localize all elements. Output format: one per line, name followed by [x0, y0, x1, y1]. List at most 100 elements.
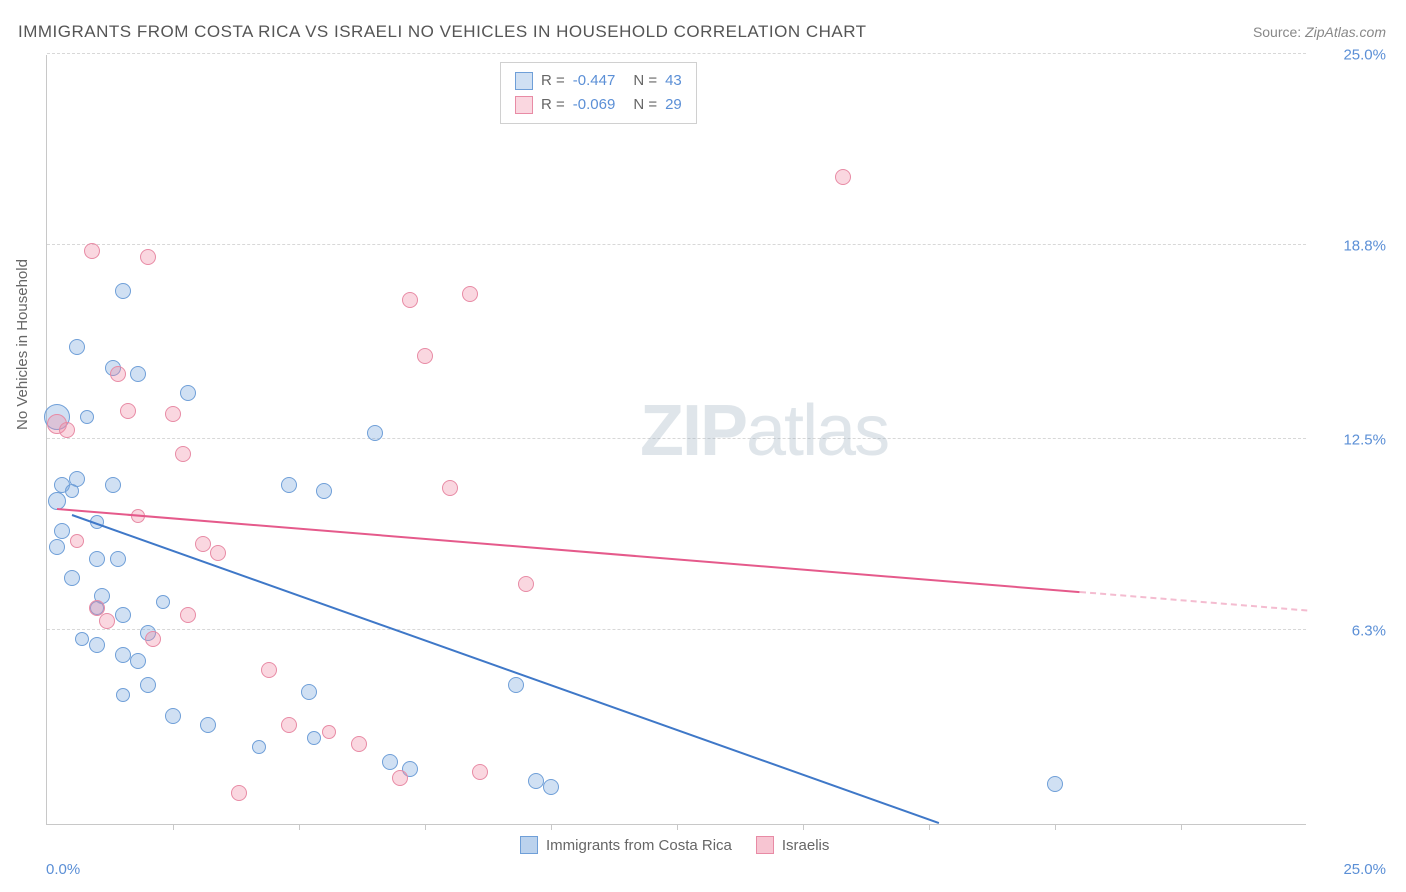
x-tick	[299, 824, 300, 830]
data-point	[316, 483, 332, 499]
data-point	[115, 607, 131, 623]
data-point	[120, 403, 136, 419]
data-point	[64, 570, 80, 586]
data-point	[382, 754, 398, 770]
data-point	[301, 684, 317, 700]
data-point	[1047, 776, 1063, 792]
data-point	[130, 366, 146, 382]
legend-n-value: 29	[665, 93, 682, 117]
data-point	[175, 446, 191, 462]
x-axis-max-label: 25.0%	[1343, 861, 1386, 878]
data-point	[528, 773, 544, 789]
data-point	[59, 422, 75, 438]
data-point	[75, 632, 89, 646]
data-point	[165, 406, 181, 422]
data-point	[140, 249, 156, 265]
x-tick	[677, 824, 678, 830]
data-point	[835, 169, 851, 185]
data-point	[231, 785, 247, 801]
watermark: ZIPatlas	[640, 390, 888, 472]
legend-swatch	[756, 836, 774, 854]
data-point	[69, 339, 85, 355]
data-point	[84, 243, 100, 259]
data-point	[110, 366, 126, 382]
data-point	[115, 647, 131, 663]
x-tick	[1055, 824, 1056, 830]
data-point	[252, 740, 266, 754]
data-point	[80, 410, 94, 424]
legend-r-label: R =	[541, 93, 565, 117]
series-legend: Immigrants from Costa Rica Israelis	[520, 836, 829, 854]
gridline	[47, 244, 1306, 245]
x-tick	[173, 824, 174, 830]
data-point	[145, 631, 161, 647]
data-point	[180, 385, 196, 401]
data-point	[49, 539, 65, 555]
x-tick	[929, 824, 930, 830]
data-point	[518, 576, 534, 592]
data-point	[442, 480, 458, 496]
gridline	[47, 629, 1306, 630]
watermark-atlas: atlas	[746, 391, 888, 471]
data-point	[508, 677, 524, 693]
data-point	[89, 637, 105, 653]
data-point	[140, 677, 156, 693]
data-point	[462, 286, 478, 302]
legend-item: Immigrants from Costa Rica	[520, 836, 732, 854]
data-point	[200, 717, 216, 733]
legend-label: Immigrants from Costa Rica	[546, 837, 732, 854]
data-point	[65, 484, 79, 498]
data-point	[48, 492, 66, 510]
data-point	[261, 662, 277, 678]
source-label: Source:	[1253, 24, 1301, 40]
data-point	[322, 725, 336, 739]
legend-n-label: N =	[633, 69, 657, 93]
data-point	[110, 551, 126, 567]
x-tick	[803, 824, 804, 830]
watermark-zip: ZIP	[640, 391, 746, 471]
data-point	[281, 717, 297, 733]
trend-line-dashed	[1080, 591, 1307, 611]
legend-n-label: N =	[633, 93, 657, 117]
data-point	[165, 708, 181, 724]
legend-swatch	[515, 72, 533, 90]
x-axis-min-label: 0.0%	[46, 861, 80, 878]
x-tick	[551, 824, 552, 830]
data-point	[351, 736, 367, 752]
data-point	[543, 779, 559, 795]
legend-r-value: -0.069	[573, 93, 616, 117]
legend-r-value: -0.447	[573, 69, 616, 93]
data-point	[116, 688, 130, 702]
source-attribution: Source: ZipAtlas.com	[1253, 24, 1386, 40]
data-point	[367, 425, 383, 441]
legend-row: R =-0.447N =43	[515, 69, 682, 93]
legend-n-value: 43	[665, 69, 682, 93]
data-point	[54, 523, 70, 539]
source-value: ZipAtlas.com	[1305, 24, 1386, 40]
x-tick	[1181, 824, 1182, 830]
gridline	[47, 53, 1306, 54]
data-point	[115, 283, 131, 299]
data-point	[89, 551, 105, 567]
legend-swatch	[515, 96, 533, 114]
data-point	[392, 770, 408, 786]
data-point	[417, 348, 433, 364]
y-tick-label: 18.8%	[1343, 237, 1386, 254]
y-tick-label: 6.3%	[1352, 622, 1386, 639]
data-point	[156, 595, 170, 609]
data-point	[281, 477, 297, 493]
data-point	[472, 764, 488, 780]
y-axis-label: No Vehicles in Household	[14, 259, 31, 430]
correlation-legend: R =-0.447N =43R =-0.069N =29	[500, 62, 697, 124]
data-point	[210, 545, 226, 561]
data-point	[99, 613, 115, 629]
y-tick-label: 25.0%	[1343, 47, 1386, 64]
data-point	[105, 477, 121, 493]
data-point	[180, 607, 196, 623]
legend-item: Israelis	[756, 836, 830, 854]
data-point	[307, 731, 321, 745]
chart-title: IMMIGRANTS FROM COSTA RICA VS ISRAELI NO…	[18, 22, 867, 42]
trend-line	[72, 514, 940, 824]
y-tick-label: 12.5%	[1343, 432, 1386, 449]
data-point	[130, 653, 146, 669]
